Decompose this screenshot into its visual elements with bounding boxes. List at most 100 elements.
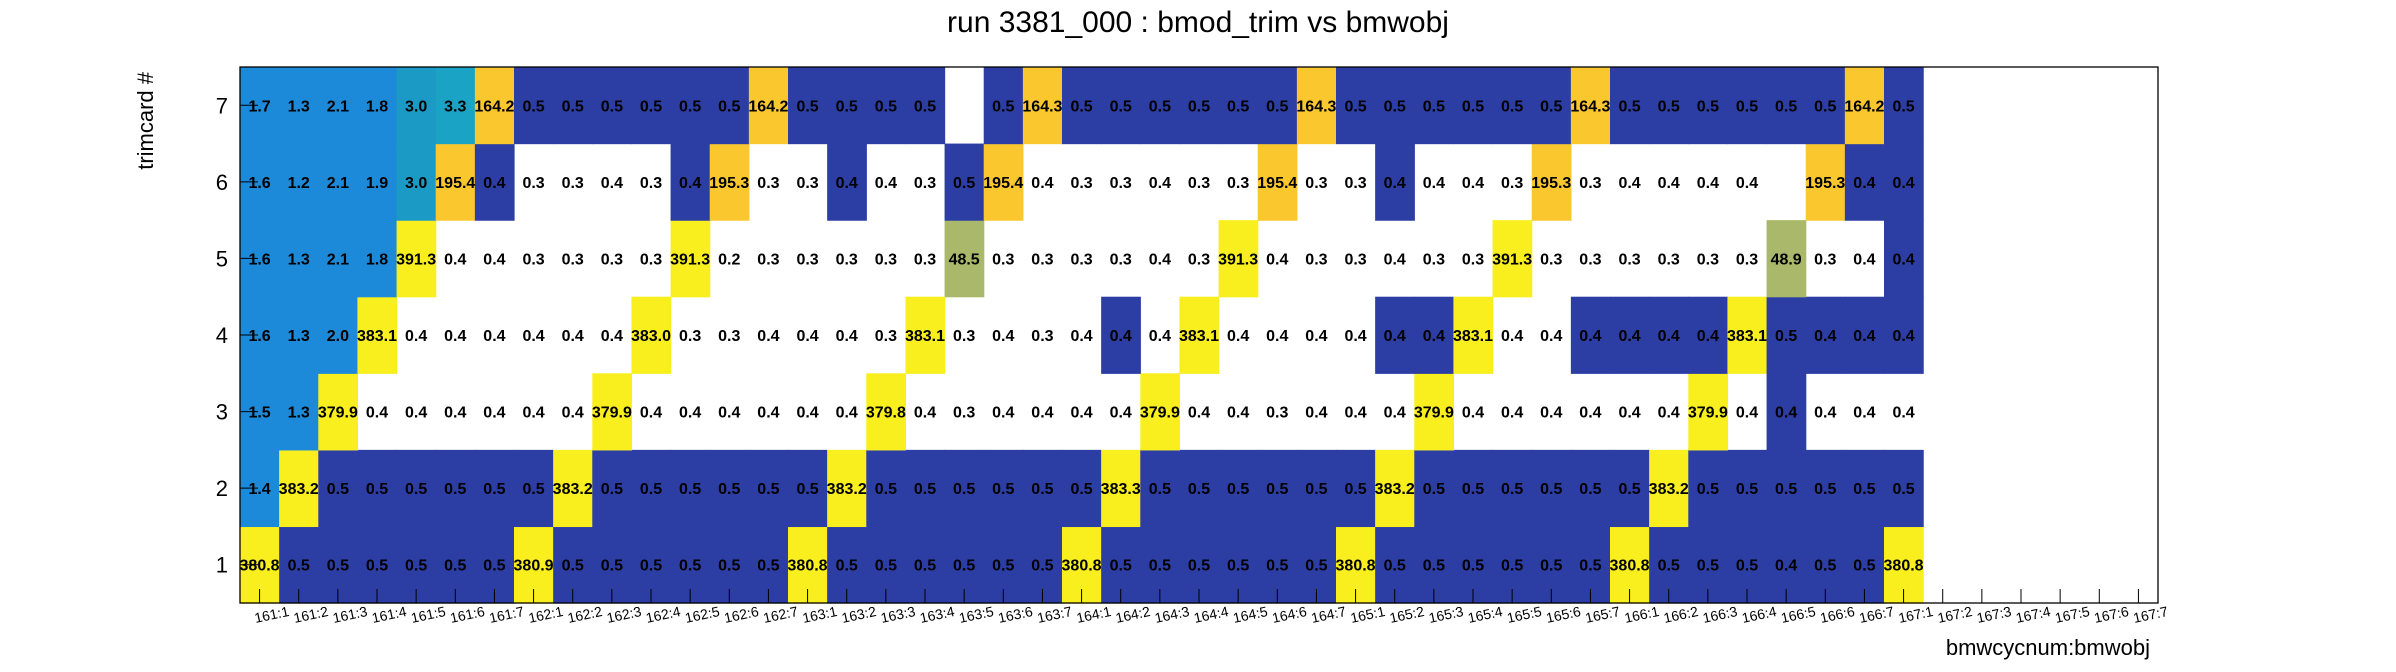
heatmap-cell-label: 3.0 bbox=[405, 98, 427, 115]
heatmap-cell-label: 0.4 bbox=[1501, 328, 1523, 345]
heatmap-cell-label: 164.3 bbox=[1022, 98, 1062, 115]
heatmap-cell-label: 380.9 bbox=[514, 558, 554, 575]
heatmap-cell-label: 0.4 bbox=[836, 175, 858, 192]
heatmap-cell-label: 0.4 bbox=[1579, 405, 1601, 422]
heatmap-cell-label: 0.3 bbox=[1501, 175, 1523, 192]
heatmap-cell-label: 0.4 bbox=[1384, 328, 1406, 345]
heatmap-cell bbox=[1610, 449, 1650, 528]
heatmap-cell-label: 380.8 bbox=[788, 558, 828, 575]
heatmap-cell-label: 0.4 bbox=[757, 405, 779, 422]
heatmap-cell-label: 379.9 bbox=[1414, 405, 1454, 422]
heatmap-cell-label: 0.5 bbox=[601, 98, 623, 115]
heatmap-cell-label: 0.4 bbox=[562, 405, 584, 422]
heatmap-cell-label: 0.5 bbox=[1384, 98, 1406, 115]
x-axis-tick-label: 165:3 bbox=[1427, 603, 1465, 626]
heatmap-cell bbox=[396, 449, 437, 528]
heatmap-cell bbox=[514, 67, 554, 145]
heatmap-cell-label: 0.3 bbox=[1814, 251, 1836, 268]
heatmap-cell bbox=[1101, 449, 1141, 528]
heatmap-cell bbox=[1649, 296, 1689, 374]
heatmap-cell-label: 383.2 bbox=[1375, 481, 1415, 498]
heatmap-cell-label: 0.5 bbox=[1462, 98, 1484, 115]
heatmap-cell bbox=[592, 449, 633, 528]
heatmap-cell-label: 0.4 bbox=[1227, 405, 1249, 422]
x-axis-tick-label: 161:5 bbox=[409, 603, 447, 626]
heatmap-cell-label: 195.3 bbox=[1805, 175, 1845, 192]
heatmap-cell-label: 383.3 bbox=[1101, 481, 1141, 498]
heatmap-cell bbox=[1688, 373, 1729, 451]
heatmap-cell-label: 0.5 bbox=[679, 98, 701, 115]
x-axis-tick-label: 161:6 bbox=[449, 603, 487, 626]
heatmap-cell-label: 0.4 bbox=[1149, 328, 1171, 345]
x-axis-tick-label: 161:7 bbox=[488, 603, 526, 626]
x-axis-tick-label: 163:3 bbox=[879, 603, 917, 626]
heatmap-cell-label: 0.5 bbox=[1305, 558, 1327, 575]
heatmap-cell-label: 0.3 bbox=[1305, 175, 1327, 192]
heatmap-cell-label: 0.4 bbox=[1423, 175, 1445, 192]
heatmap-cell-label: 0.3 bbox=[562, 175, 584, 192]
heatmap-cell-label: 48.5 bbox=[949, 251, 980, 268]
heatmap-cell-label: 0.4 bbox=[444, 251, 466, 268]
heatmap-cell-label: 0.5 bbox=[875, 98, 897, 115]
heatmap-cell-label: 0.4 bbox=[757, 328, 779, 345]
heatmap-cell-label: 0.5 bbox=[992, 98, 1014, 115]
heatmap-cell bbox=[983, 143, 1024, 221]
heatmap-cell bbox=[1688, 67, 1729, 145]
x-axis-tick-label: 162:2 bbox=[566, 603, 604, 626]
heatmap-cell-label: 0.5 bbox=[718, 558, 740, 575]
heatmap-cell-label: 0.5 bbox=[1892, 481, 1914, 498]
x-axis-tick-label: 165:2 bbox=[1388, 603, 1426, 626]
heatmap-cell bbox=[1805, 296, 1846, 374]
heatmap-cell-label: 0.5 bbox=[483, 481, 505, 498]
heatmap-cell bbox=[1101, 296, 1141, 374]
heatmap-cell-label: 0.4 bbox=[1736, 405, 1758, 422]
heatmap-cell-label: 1.4 bbox=[248, 481, 270, 498]
heatmap-cell-label: 0.5 bbox=[1070, 481, 1092, 498]
heatmap-cell-label: 0.5 bbox=[1501, 558, 1523, 575]
heatmap-cell-label: 380.8 bbox=[1336, 558, 1376, 575]
heatmap-cell bbox=[1610, 296, 1650, 374]
x-axis-tick-label: 165:5 bbox=[1505, 603, 1543, 626]
heatmap-cell-label: 0.4 bbox=[483, 251, 505, 268]
heatmap-cell-label: 0.4 bbox=[836, 405, 858, 422]
heatmap-cell bbox=[1218, 449, 1259, 528]
heatmap-cell bbox=[1884, 143, 1924, 221]
heatmap-cell-label: 0.4 bbox=[1344, 328, 1366, 345]
heatmap-cell-label: 0.3 bbox=[1344, 175, 1366, 192]
heatmap-cell bbox=[1022, 449, 1063, 528]
heatmap-cell bbox=[1296, 67, 1337, 145]
heatmap-cell bbox=[1140, 67, 1181, 145]
heatmap-cell bbox=[1727, 296, 1768, 374]
heatmap-cell bbox=[866, 67, 907, 145]
heatmap-cell bbox=[279, 449, 319, 528]
heatmap-cell-label: 0.3 bbox=[1070, 175, 1092, 192]
x-axis-tick-label: 162:7 bbox=[762, 603, 800, 626]
heatmap-cell-label: 0.4 bbox=[718, 405, 740, 422]
y-axis-tick-label: 1 bbox=[216, 553, 228, 578]
heatmap-cell-label: 1.6 bbox=[248, 251, 270, 268]
heatmap-cell bbox=[279, 373, 319, 451]
heatmap-cell-label: 0.4 bbox=[992, 405, 1014, 422]
x-axis-tick-label: 166:7 bbox=[1858, 603, 1896, 626]
heatmap-cell bbox=[514, 449, 554, 528]
heatmap-cell bbox=[631, 296, 672, 374]
heatmap-cell-label: 0.4 bbox=[1775, 558, 1797, 575]
heatmap-cell bbox=[592, 373, 633, 451]
heatmap-cell bbox=[1844, 296, 1885, 374]
heatmap-cell-label: 0.5 bbox=[288, 558, 310, 575]
heatmap-cell bbox=[1062, 449, 1102, 528]
heatmap-cell-label: 1.3 bbox=[288, 98, 310, 115]
heatmap-cell-label: 0.5 bbox=[1775, 98, 1797, 115]
heatmap-cell-label: 0.5 bbox=[914, 558, 936, 575]
heatmap-cell-label: 0.4 bbox=[522, 405, 544, 422]
heatmap-cell-label: 0.4 bbox=[1540, 405, 1562, 422]
heatmap-cell-label: 2.0 bbox=[327, 328, 349, 345]
heatmap-cell bbox=[670, 449, 711, 528]
heatmap-cell-label: 0.4 bbox=[444, 405, 466, 422]
heatmap-cell-label: 0.3 bbox=[1188, 251, 1210, 268]
heatmap-cell-label: 0.4 bbox=[1305, 405, 1327, 422]
heatmap-cell bbox=[1414, 67, 1455, 145]
heatmap-cell bbox=[1805, 143, 1846, 221]
heatmap-cell-label: 0.3 bbox=[718, 328, 740, 345]
heatmap-cell-label: 0.5 bbox=[1775, 481, 1797, 498]
